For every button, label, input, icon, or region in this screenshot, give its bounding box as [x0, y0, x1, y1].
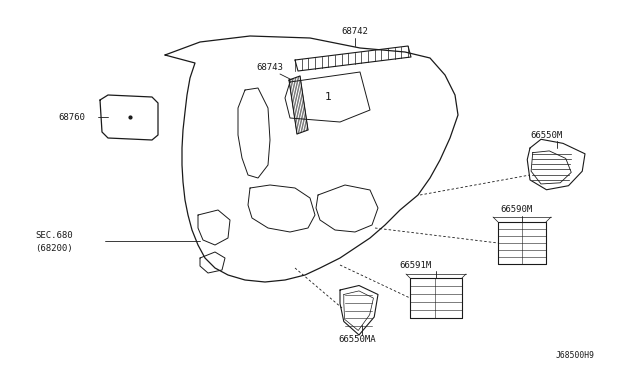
Text: 66550MA: 66550MA [338, 336, 376, 344]
Text: 68742: 68742 [342, 28, 369, 36]
Text: 1: 1 [324, 92, 332, 102]
Text: SEC.680: SEC.680 [35, 231, 72, 240]
Text: 66590M: 66590M [500, 205, 532, 215]
Text: (68200): (68200) [35, 244, 72, 253]
Text: 68743: 68743 [257, 64, 284, 73]
Text: J68500H9: J68500H9 [556, 350, 595, 359]
Text: 68760: 68760 [58, 113, 85, 122]
Text: 66591M: 66591M [399, 260, 431, 269]
Text: 66550M: 66550M [530, 131, 563, 140]
